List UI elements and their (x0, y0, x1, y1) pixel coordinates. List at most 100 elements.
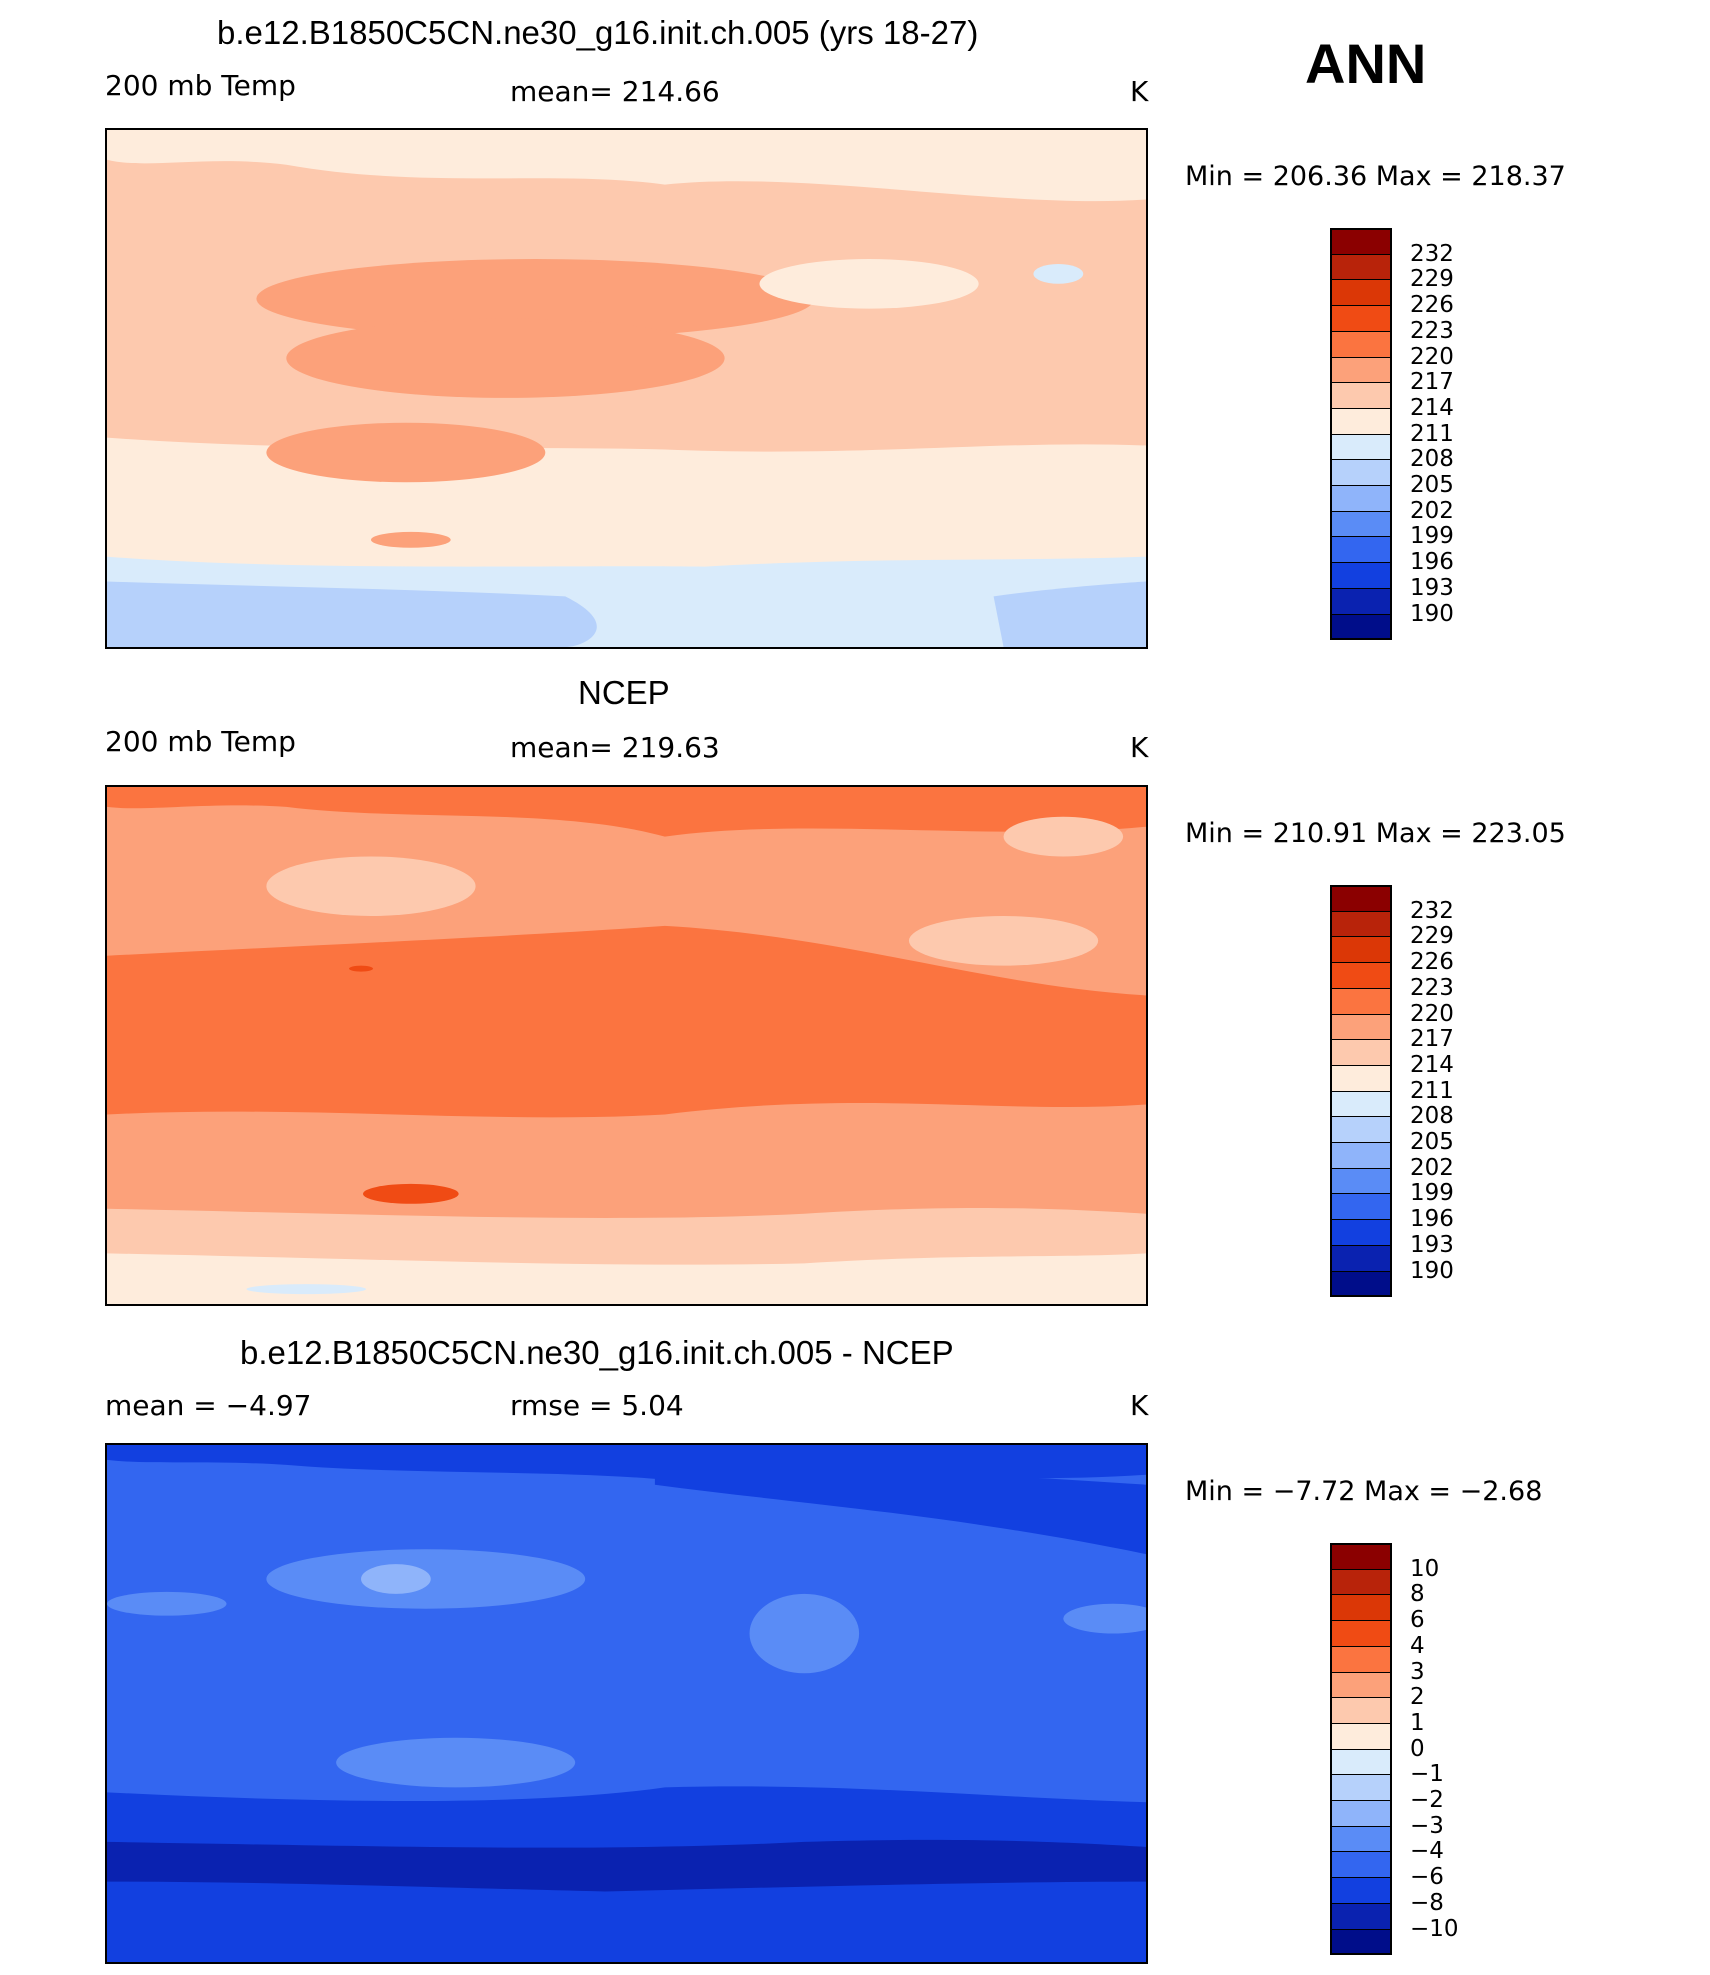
colorbar-swatch (1330, 1722, 1392, 1750)
colorbar-tick-label: 217 (1410, 1026, 1454, 1053)
colorbar-swatch (1330, 1193, 1392, 1221)
panel-3-colorbar (1330, 1543, 1392, 1956)
colorbar-swatch (1330, 1928, 1392, 1956)
colorbar-tick-label: 229 (1410, 923, 1454, 950)
panel-1-title: b.e12.B1850C5CN.ne30_g16.init.ch.005 (yr… (217, 14, 979, 51)
colorbar-swatch (1330, 1219, 1392, 1246)
colorbar-tick-label: 8 (1410, 1581, 1425, 1608)
season-label: ANN (1305, 32, 1427, 95)
colorbar-tick-label: 220 (1410, 1000, 1454, 1027)
colorbar-tick-label: 199 (1410, 523, 1454, 550)
panel-2-units: K (1130, 731, 1149, 764)
panel-1-map (105, 128, 1148, 649)
colorbar-swatch (1330, 1774, 1392, 1801)
panel-2-map (105, 785, 1148, 1306)
panel-1-units: K (1130, 75, 1149, 108)
panel-2-colorbar (1330, 885, 1392, 1298)
colorbar-tick-label: 226 (1410, 949, 1454, 976)
colorbar-tick-label: 208 (1410, 1103, 1454, 1130)
colorbar-tick-label: −8 (1410, 1889, 1444, 1916)
colorbar-tick-label: 196 (1410, 549, 1454, 576)
colorbar-tick-label: −2 (1410, 1787, 1444, 1813)
colorbar-swatch (1330, 1142, 1392, 1169)
colorbar-tick-label: 193 (1410, 1231, 1454, 1258)
colorbar-swatch (1330, 1671, 1392, 1699)
colorbar-tick-label: 1 (1410, 1709, 1425, 1736)
colorbar-swatch (1330, 936, 1392, 964)
panel-3-map (105, 1443, 1148, 1964)
panel-1-colorbar (1330, 228, 1392, 641)
colorbar-swatch (1330, 1116, 1392, 1143)
colorbar-swatch (1330, 1620, 1392, 1647)
colorbar-tick-label: 229 (1410, 266, 1454, 293)
colorbar-swatch (1330, 407, 1392, 435)
colorbar-swatch (1330, 1902, 1392, 1930)
colorbar-swatch (1330, 1167, 1392, 1195)
colorbar-tick-label: 196 (1410, 1206, 1454, 1233)
colorbar-tick-label: 205 (1410, 472, 1454, 498)
colorbar-swatch (1330, 962, 1392, 989)
colorbar-swatch (1330, 1013, 1392, 1041)
colorbar-swatch (1330, 1568, 1392, 1596)
colorbar-tick-label: 220 (1410, 343, 1454, 370)
colorbar-tick-label: −4 (1410, 1838, 1444, 1865)
panel-1-mean-label: mean= 214.66 (510, 75, 720, 108)
colorbar-swatch (1330, 562, 1392, 589)
colorbar-swatch (1330, 1543, 1392, 1570)
colorbar-swatch (1330, 1697, 1392, 1724)
panel-2-minmax: Min = 210.91 Max = 223.05 (1185, 818, 1566, 849)
colorbar-swatch (1330, 1851, 1392, 1879)
panel-2-left-label: 200 mb Temp (105, 725, 296, 758)
panel-1-minmax: Min = 206.36 Max = 218.37 (1185, 161, 1566, 192)
colorbar-swatch (1330, 910, 1392, 938)
panel-3-minmax: Min = −7.72 Max = −2.68 (1185, 1476, 1543, 1507)
panel-2-mean-label: mean= 219.63 (510, 731, 720, 764)
colorbar-swatch (1330, 1800, 1392, 1827)
colorbar-tick-label: −6 (1410, 1864, 1444, 1891)
colorbar-tick-label: 214 (1410, 394, 1454, 421)
panel-3-field (107, 1445, 1146, 1962)
colorbar-swatch (1330, 613, 1392, 641)
colorbar-tick-label: −3 (1410, 1812, 1444, 1839)
colorbar-swatch (1330, 1039, 1392, 1066)
colorbar-tick-label: 4 (1410, 1632, 1425, 1659)
colorbar-swatch (1330, 279, 1392, 307)
colorbar-tick-label: 232 (1410, 240, 1454, 267)
colorbar-swatch (1330, 1244, 1392, 1272)
colorbar-swatch (1330, 885, 1392, 912)
colorbar-swatch (1330, 459, 1392, 486)
colorbar-swatch (1330, 305, 1392, 332)
panel-3-left-label: mean = −4.97 (105, 1389, 312, 1422)
colorbar-tick-label: 223 (1410, 317, 1454, 344)
colorbar-tick-label: 6 (1410, 1607, 1425, 1634)
colorbar-tick-label: 190 (1410, 1257, 1454, 1284)
colorbar-swatch (1330, 228, 1392, 255)
colorbar-swatch (1330, 1748, 1392, 1776)
colorbar-tick-label: 202 (1410, 497, 1454, 524)
colorbar-tick-label: 226 (1410, 292, 1454, 319)
colorbar-swatch (1330, 1825, 1392, 1853)
panel-1-left-label: 200 mb Temp (105, 69, 296, 102)
colorbar-swatch (1330, 1877, 1392, 1904)
colorbar-swatch (1330, 382, 1392, 409)
colorbar-tick-label: 190 (1410, 600, 1454, 627)
colorbar-swatch (1330, 1594, 1392, 1622)
colorbar-tick-label: 232 (1410, 897, 1454, 924)
colorbar-tick-label: 211 (1410, 420, 1454, 447)
colorbar-swatch (1330, 1645, 1392, 1673)
colorbar-swatch (1330, 987, 1392, 1015)
colorbar-tick-label: 2 (1410, 1684, 1425, 1711)
colorbar-swatch (1330, 1064, 1392, 1092)
colorbar-tick-label: 0 (1410, 1735, 1425, 1762)
colorbar-tick-label: 193 (1410, 574, 1454, 601)
colorbar-swatch (1330, 1090, 1392, 1118)
panel-1-field (107, 130, 1146, 647)
colorbar-swatch (1330, 536, 1392, 564)
colorbar-swatch (1330, 1270, 1392, 1298)
colorbar-tick-label: 217 (1410, 369, 1454, 396)
colorbar-tick-label: 211 (1410, 1077, 1454, 1104)
colorbar-tick-label: 199 (1410, 1180, 1454, 1207)
colorbar-tick-label: 208 (1410, 446, 1454, 473)
panel-3-rmse-label: rmse = 5.04 (510, 1389, 684, 1422)
colorbar-swatch (1330, 587, 1392, 615)
